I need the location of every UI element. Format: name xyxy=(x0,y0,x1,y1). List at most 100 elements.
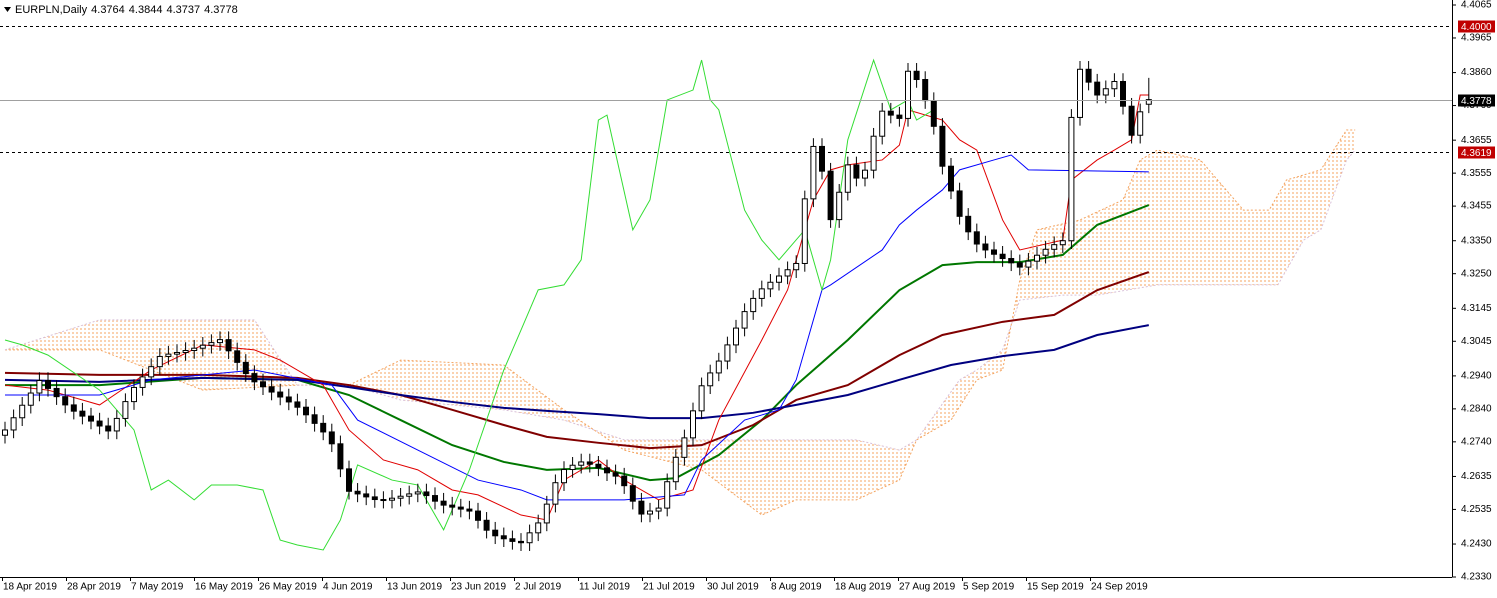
candle-body xyxy=(750,297,757,313)
candle-body xyxy=(896,114,903,119)
candle-body xyxy=(767,281,774,290)
candle-body xyxy=(19,404,26,419)
current-price-box xyxy=(1458,94,1495,107)
candle-body xyxy=(604,467,610,474)
y-tick-label: 4.3250 xyxy=(1461,268,1492,279)
candle-body xyxy=(225,339,232,352)
indicator-line xyxy=(4,324,1149,420)
candle-body xyxy=(328,431,335,445)
candle-body xyxy=(148,366,155,378)
x-tick-label: 28 Apr 2019 xyxy=(67,582,121,593)
candle-body xyxy=(406,493,413,497)
level-label-box xyxy=(1458,20,1495,33)
candle-body xyxy=(681,437,688,458)
close-value: 4.3778 xyxy=(204,4,238,16)
x-tick-label: 30 Jul 2019 xyxy=(707,582,759,593)
candle-body xyxy=(664,481,671,509)
candle-body xyxy=(182,350,189,353)
candle-body xyxy=(1034,254,1040,262)
candle-body xyxy=(2,429,8,436)
candle-body xyxy=(251,373,258,383)
candle-body xyxy=(698,385,705,412)
y-tick-label: 4.3555 xyxy=(1461,168,1492,179)
level-label-box xyxy=(1458,146,1495,159)
candle-body xyxy=(784,269,791,277)
candle-body xyxy=(449,504,456,508)
candle-body xyxy=(844,164,851,193)
candle-body xyxy=(268,386,275,393)
x-tick-label: 5 Sep 2019 xyxy=(963,582,1015,593)
candle-body xyxy=(801,198,808,264)
candle-body xyxy=(793,262,800,271)
candle-body xyxy=(500,535,507,540)
candle-body xyxy=(930,100,937,127)
candle-body xyxy=(1042,248,1049,256)
candle-body xyxy=(294,401,301,408)
candle-body xyxy=(27,392,34,406)
candle-body xyxy=(311,414,318,424)
y-tick-label: 4.3145 xyxy=(1461,303,1492,314)
candle-body xyxy=(1025,260,1032,268)
y-tick-label: 4.3455 xyxy=(1461,201,1492,212)
candle-body xyxy=(1111,80,1118,90)
candle-body xyxy=(715,360,722,374)
candle-body xyxy=(277,391,284,398)
candle-body xyxy=(346,468,352,492)
candle-body xyxy=(53,387,60,398)
candle-body xyxy=(217,339,223,344)
y-tick-label: 4.3655 xyxy=(1461,135,1492,146)
candle-body xyxy=(380,499,387,502)
candle-body xyxy=(1137,111,1144,136)
y-tick-label: 4.3350 xyxy=(1461,235,1492,246)
candle-body xyxy=(79,410,86,417)
candle-body xyxy=(432,495,438,502)
indicator-line xyxy=(4,94,1149,521)
x-tick-label: 26 May 2019 xyxy=(259,582,317,593)
candle-body xyxy=(337,443,344,470)
candle-body xyxy=(526,532,533,544)
candle-body xyxy=(1077,68,1083,118)
candle-body xyxy=(543,503,550,524)
candle-body xyxy=(647,510,653,515)
candle-body xyxy=(10,417,17,431)
candle-body xyxy=(363,493,370,498)
candle-body xyxy=(905,70,911,119)
candle-body xyxy=(285,396,292,403)
candle-body xyxy=(389,497,395,501)
y-tick-label: 4.2430 xyxy=(1461,539,1492,550)
indicator-line xyxy=(4,149,1356,451)
candle-body xyxy=(612,472,619,477)
y-tick-label: 4.2535 xyxy=(1461,504,1492,515)
candle-body xyxy=(853,164,860,179)
candle-body xyxy=(724,344,731,362)
candle-body xyxy=(982,243,989,251)
candle-body xyxy=(88,415,94,422)
x-tick-label: 13 Jun 2019 xyxy=(387,582,442,593)
candle-body xyxy=(457,506,464,510)
candle-body xyxy=(629,485,636,502)
candle-body xyxy=(414,491,421,495)
candle-body xyxy=(1128,105,1135,136)
x-tick-label: 18 Apr 2019 xyxy=(3,582,57,593)
candle-body xyxy=(973,231,980,245)
x-tick-label: 15 Sep 2019 xyxy=(1027,582,1084,593)
candle-body xyxy=(475,510,481,521)
y-tick-label: 4.3965 xyxy=(1461,33,1492,44)
symbol-menu-icon[interactable] xyxy=(4,7,11,12)
candle-body xyxy=(131,386,137,403)
candle-body xyxy=(535,522,542,534)
candle-body xyxy=(191,347,198,352)
candle-body xyxy=(690,410,696,439)
candle-body xyxy=(1068,116,1075,242)
x-tick-label: 21 Jul 2019 xyxy=(643,582,695,593)
candle-body xyxy=(578,461,585,466)
candle-body xyxy=(948,165,954,192)
candle-body xyxy=(1094,81,1101,96)
candle-body xyxy=(758,288,765,299)
candle-body xyxy=(836,191,843,221)
level-label: 4.3619 xyxy=(1461,148,1492,159)
candle-body xyxy=(870,135,877,171)
